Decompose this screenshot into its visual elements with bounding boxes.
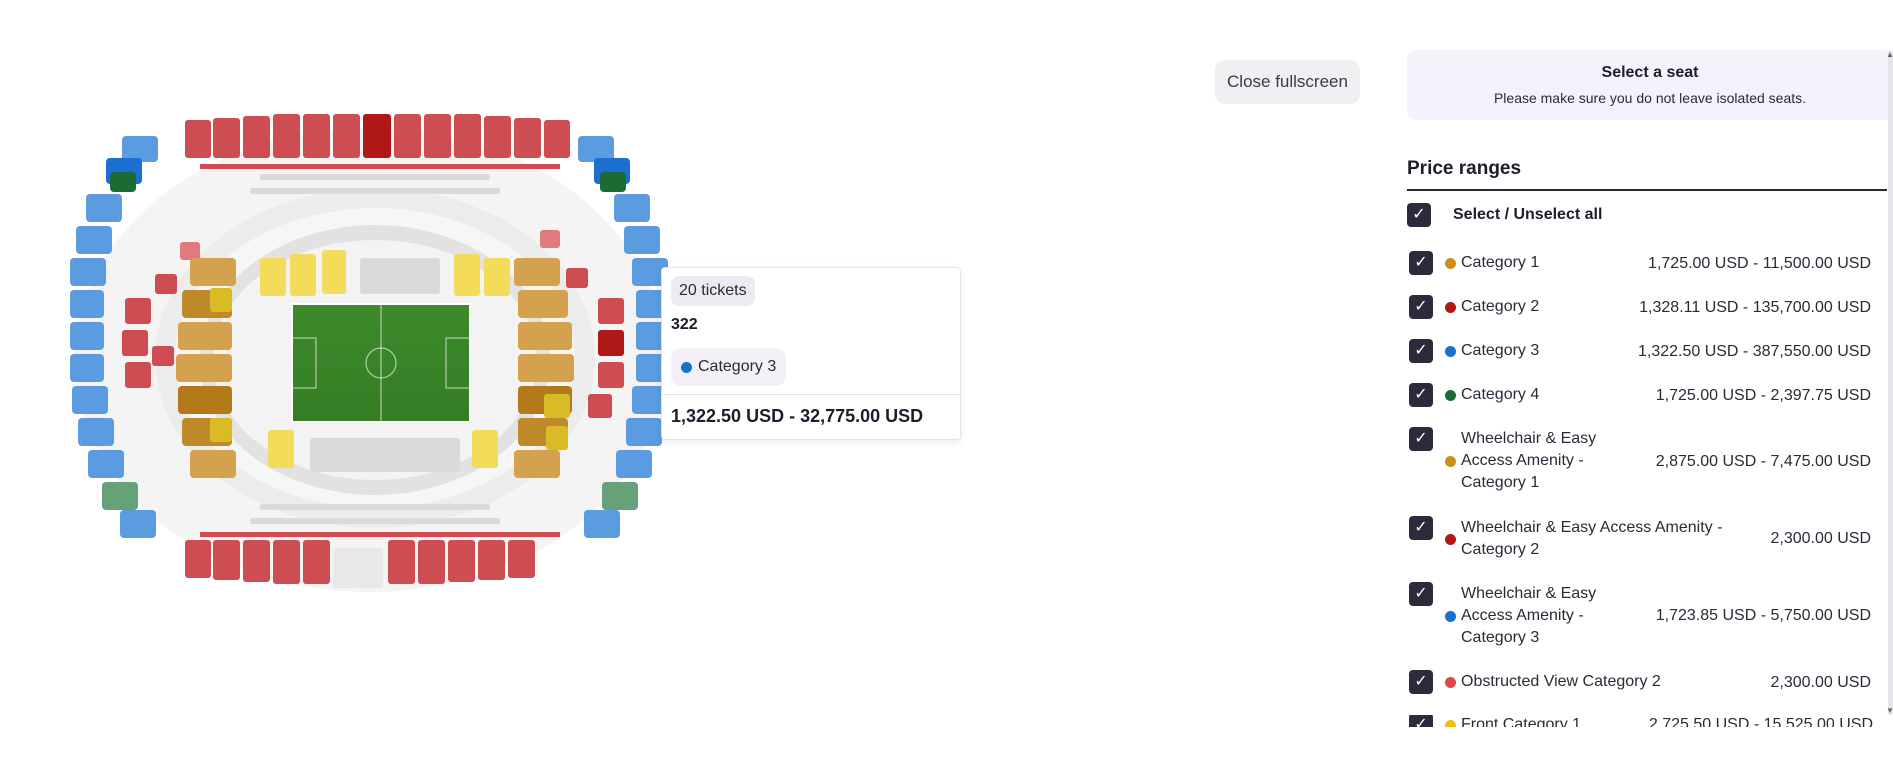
category-1-price: 1,725.00 USD - 11,500.00 USD (1648, 255, 1871, 272)
category-2-checkbox[interactable]: ✓ (1409, 295, 1433, 319)
lower-tier-east[interactable] (514, 258, 574, 478)
category-3-checkbox[interactable]: ✓ (1409, 339, 1433, 363)
wheelchair-category-1-color-dot (1445, 456, 1456, 467)
wheelchair-category-3-checkbox[interactable]: ✓ (1409, 582, 1433, 606)
obstructed-view-category-2-checkbox[interactable]: ✓ (1409, 670, 1433, 694)
seat-selection-notice: Select a seat Please make sure you do no… (1407, 50, 1893, 120)
obstructed-view-category-2-price: 2,300.00 USD (1770, 674, 1871, 691)
check-icon: ✓ (1414, 430, 1428, 447)
stadium-seat-map[interactable] (70, 108, 690, 608)
upper-tier-north[interactable] (185, 114, 570, 158)
wheelchair-category-1-checkbox[interactable]: ✓ (1409, 427, 1433, 451)
price-list-scrollbar[interactable] (1888, 50, 1893, 715)
category-4-color-dot (1445, 390, 1456, 401)
check-icon: ✓ (1414, 519, 1428, 536)
category-3-label: Category 3 (1461, 342, 1540, 359)
price-ranges-heading: Price ranges (1407, 158, 1522, 179)
front-category-1-color-dot (1445, 720, 1456, 727)
wheelchair-category-3-label: Wheelchair & Easy Access Amenity - Categ… (1461, 585, 1597, 646)
category-chip: Category 3 (671, 348, 787, 386)
category-color-dot (681, 361, 692, 373)
ticket-count-badge: 20 tickets (671, 276, 755, 306)
front-category-sections[interactable] (260, 250, 510, 468)
wheelchair-category-3-price: 1,723.85 USD - 5,750.00 USD (1655, 607, 1871, 624)
check-icon: ✓ (1414, 386, 1428, 403)
category-2-label: Category 2 (1461, 298, 1540, 315)
wheelchair-category-2-label: Wheelchair & Easy Access Amenity - Categ… (1461, 519, 1723, 558)
category-4-label: Category 4 (1461, 386, 1540, 403)
close-fullscreen-button[interactable]: Close fullscreen (1215, 60, 1360, 104)
wheelchair-category-2-price: 2,300.00 USD (1770, 530, 1871, 547)
category-2-price: 1,328.11 USD - 135,700.00 USD (1639, 299, 1871, 316)
check-icon: ✓ (1414, 298, 1428, 315)
notice-title: Select a seat (1601, 64, 1699, 81)
wheelchair-category-1-label: Wheelchair & Easy Access Amenity - Categ… (1461, 430, 1597, 491)
select-all-checkbox[interactable]: ✓ (1407, 203, 1431, 227)
check-icon: ✓ (1412, 206, 1426, 223)
select-all-label: Select / Unselect all (1453, 206, 1603, 223)
wheelchair-category-1-price: 2,875.00 USD - 7,475.00 USD (1655, 453, 1871, 470)
wheelchair-category-2-color-dot (1445, 534, 1456, 545)
category-1-label: Category 1 (1461, 254, 1540, 271)
pitch (291, 303, 471, 423)
middle-tier-sides[interactable] (122, 230, 624, 418)
check-icon: ✓ (1414, 585, 1428, 602)
wheelchair-category-3-color-dot (1445, 611, 1456, 622)
obstructed-view-category-2-color-dot (1445, 677, 1456, 688)
check-icon: ✓ (1414, 673, 1428, 690)
section-number: 322 (671, 316, 698, 333)
check-icon: ✓ (1414, 254, 1428, 271)
tooltip-divider (662, 394, 960, 395)
obstructed-view-category-2-label: Obstructed View Category 2 (1461, 673, 1661, 690)
category-4-price: 1,725.00 USD - 2,397.75 USD (1655, 387, 1871, 404)
category-3-color-dot (1445, 346, 1456, 357)
category-chip-label: Category 3 (698, 358, 777, 375)
front-category-1-checkbox[interactable]: ✓ (1409, 715, 1433, 727)
front-category-1-label: Front Category 1 (1461, 716, 1582, 727)
lower-tier-west[interactable] (176, 258, 236, 478)
upper-tier-south[interactable] (185, 540, 535, 588)
category-3-price: 1,322.50 USD - 387,550.00 USD (1637, 343, 1871, 360)
front-category-1-price: 2,725.50 USD - 15,525.00 USD (1648, 716, 1873, 727)
category-1-color-dot (1445, 258, 1456, 269)
tooltip-price-range: 1,322.50 USD - 32,775.00 USD (671, 406, 924, 426)
scroll-up-icon[interactable]: ▲ (1886, 50, 1893, 59)
upper-tier-west[interactable] (70, 136, 158, 538)
category-4-checkbox[interactable]: ✓ (1409, 383, 1433, 407)
category-2-color-dot (1445, 302, 1456, 313)
section-tooltip: 20 tickets 322 Category 3 1,322.50 USD -… (661, 267, 961, 440)
check-icon: ✓ (1414, 716, 1428, 727)
price-ranges-divider (1407, 189, 1887, 191)
notice-subtitle: Please make sure you do not leave isolat… (1493, 90, 1807, 106)
upper-tier-east[interactable] (578, 136, 670, 538)
scroll-down-icon[interactable]: ▼ (1886, 706, 1893, 715)
price-list-overflow: ✓ Front Category 1 2,725.50 USD - 15,525… (1400, 715, 1888, 727)
category-1-checkbox[interactable]: ✓ (1409, 251, 1433, 275)
wheelchair-category-2-checkbox[interactable]: ✓ (1409, 516, 1433, 540)
check-icon: ✓ (1414, 342, 1428, 359)
